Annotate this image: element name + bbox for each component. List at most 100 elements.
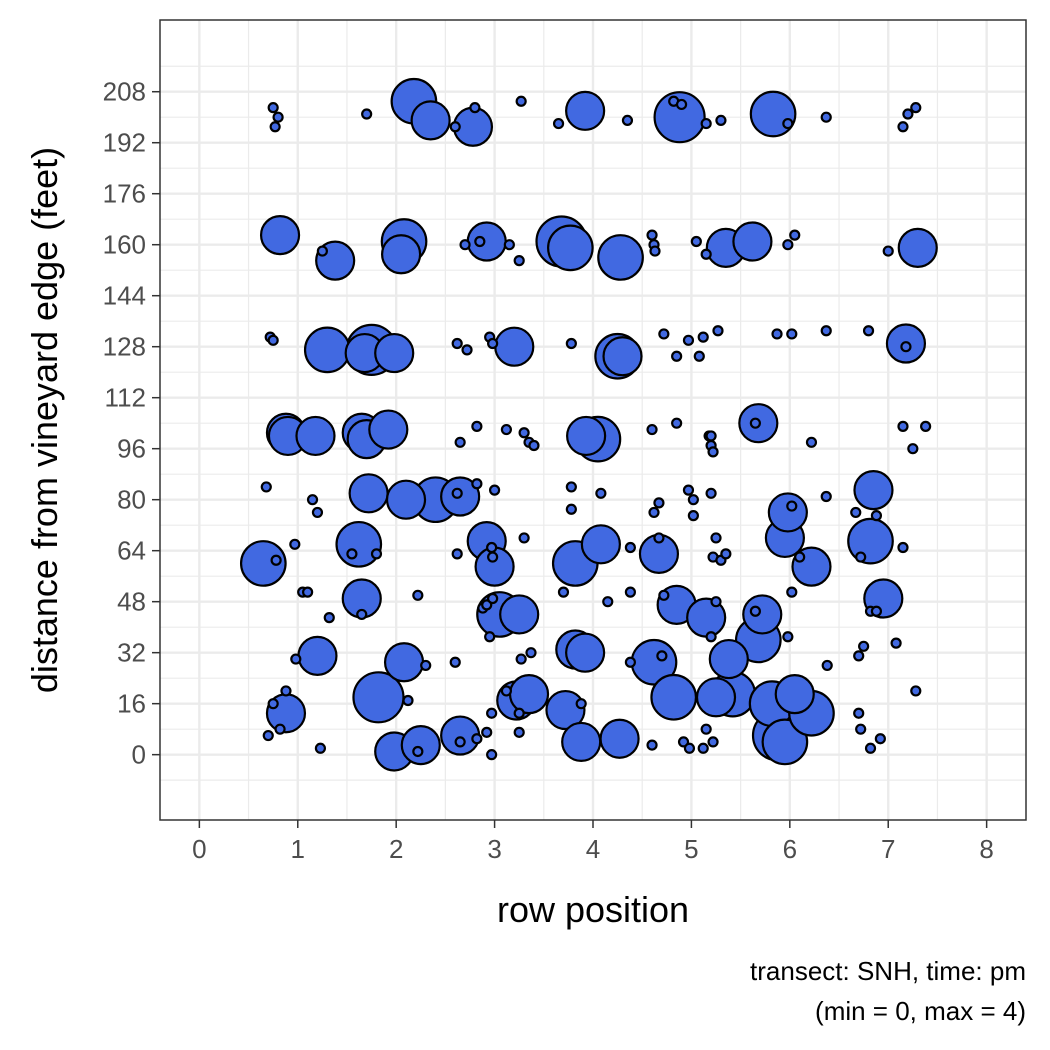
data-point — [850, 506, 862, 519]
data-point — [487, 337, 499, 350]
x-tick-label: 8 — [979, 834, 993, 864]
data-point — [847, 517, 894, 565]
data-point — [280, 685, 292, 697]
data-point — [870, 605, 883, 617]
data-point — [454, 736, 466, 748]
x-tick-label: 5 — [684, 834, 698, 864]
data-point — [782, 239, 794, 251]
x-tick-label: 3 — [487, 834, 501, 864]
data-point — [303, 326, 351, 374]
data-point — [469, 102, 481, 114]
data-point — [602, 596, 614, 608]
data-point — [297, 635, 338, 676]
data-point — [897, 420, 909, 432]
data-point — [547, 224, 594, 272]
data-point — [295, 415, 336, 457]
data-point — [700, 723, 712, 735]
data-point — [624, 656, 636, 668]
data-point — [890, 637, 902, 649]
data-point — [356, 608, 368, 621]
data-point — [500, 423, 512, 436]
data-point — [471, 478, 483, 490]
caption-line-1: transect: SNH, time: pm — [750, 956, 1026, 986]
data-point — [656, 650, 668, 662]
data-point — [710, 532, 722, 544]
data-point — [648, 506, 660, 519]
data-point — [720, 548, 732, 560]
data-point — [316, 245, 328, 257]
data-point — [466, 221, 507, 262]
data-point — [682, 484, 695, 496]
data-point — [412, 589, 424, 601]
data-point — [695, 677, 737, 718]
data-point — [749, 605, 761, 617]
data-point — [705, 631, 717, 643]
data-point — [528, 439, 540, 452]
data-point — [267, 334, 279, 346]
data-point — [858, 640, 870, 652]
data-point — [486, 749, 498, 761]
data-point — [335, 520, 383, 568]
data-point — [451, 337, 463, 350]
data-point — [503, 239, 515, 251]
data-point — [575, 698, 587, 710]
y-tick-label: 192 — [103, 128, 146, 158]
data-points — [239, 77, 938, 772]
data-point — [874, 733, 886, 745]
data-point — [671, 417, 683, 429]
data-point — [732, 221, 773, 262]
y-tick-label: 16 — [117, 689, 146, 719]
data-point — [557, 586, 570, 598]
data-point — [260, 481, 272, 493]
data-point — [486, 707, 498, 719]
data-point — [705, 430, 717, 442]
data-point — [518, 427, 530, 439]
data-point — [855, 551, 867, 563]
data-point — [658, 328, 670, 340]
data-point — [368, 409, 409, 450]
x-axis-title: row position — [497, 889, 689, 930]
data-point — [474, 235, 486, 248]
data-point — [820, 490, 832, 503]
data-point — [897, 227, 938, 268]
data-point — [646, 229, 658, 241]
y-tick-label: 176 — [103, 179, 146, 209]
data-point — [900, 341, 912, 353]
y-tick-label: 48 — [117, 587, 146, 617]
x-tick-label: 1 — [291, 834, 305, 864]
data-point — [853, 650, 865, 662]
data-point — [487, 592, 499, 605]
data-point — [561, 721, 602, 763]
data-point — [767, 492, 808, 533]
data-point — [471, 420, 483, 432]
y-tick-label: 0 — [132, 740, 146, 770]
data-point — [682, 334, 695, 346]
data-point — [289, 538, 301, 550]
data-point — [402, 694, 414, 707]
data-point — [565, 337, 577, 350]
y-tick-label: 112 — [105, 383, 146, 413]
data-point — [597, 234, 644, 281]
data-point — [565, 481, 577, 493]
data-point — [624, 586, 636, 598]
y-tick-label: 144 — [103, 281, 146, 311]
data-point — [361, 108, 373, 120]
data-point — [855, 723, 867, 735]
data-point — [488, 484, 501, 496]
caption-line-2: (min = 0, max = 4) — [815, 996, 1026, 1026]
x-tick-label: 6 — [783, 834, 797, 864]
y-tick-label: 160 — [103, 230, 146, 260]
data-point — [697, 742, 709, 754]
data-point — [383, 642, 425, 683]
data-point — [653, 497, 665, 509]
data-point — [774, 674, 815, 715]
data-point — [499, 594, 540, 635]
data-point — [270, 554, 282, 566]
data-point — [708, 638, 749, 680]
data-point — [707, 446, 719, 458]
data-point — [451, 548, 463, 560]
data-point — [653, 532, 665, 544]
data-point — [508, 674, 550, 715]
data-point — [853, 470, 894, 511]
